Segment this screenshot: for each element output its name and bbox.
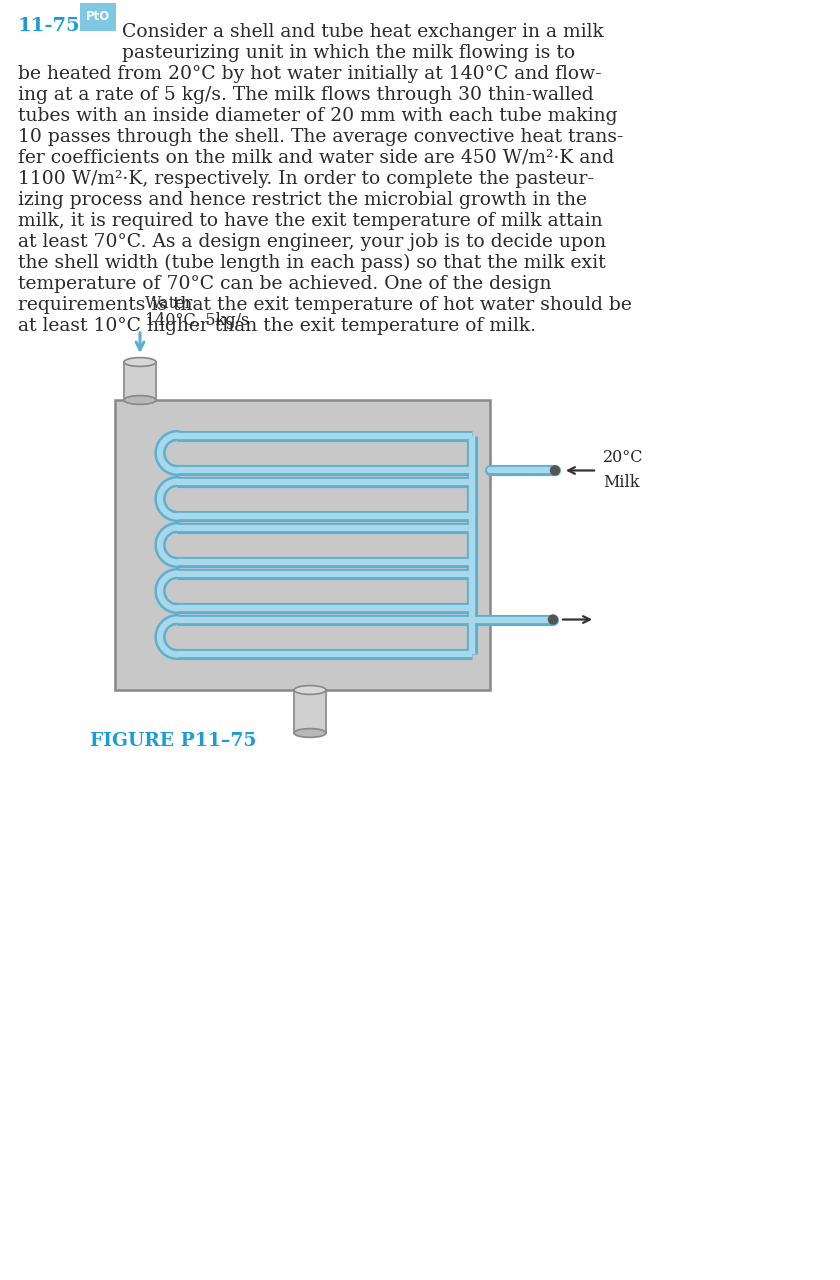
Text: tubes with an inside diameter of 20 mm with each tube making: tubes with an inside diameter of 20 mm w… xyxy=(18,108,617,125)
Ellipse shape xyxy=(294,728,326,737)
Bar xyxy=(294,690,326,733)
Text: pasteurizing unit in which the milk flowing is to: pasteurizing unit in which the milk flow… xyxy=(122,44,575,61)
Bar xyxy=(124,362,156,399)
Text: at least 10°C higher than the exit temperature of milk.: at least 10°C higher than the exit tempe… xyxy=(18,317,536,335)
Text: fer coefficients on the milk and water side are 450 W/m²·K and: fer coefficients on the milk and water s… xyxy=(18,148,614,166)
Text: 10 passes through the shell. The average convective heat trans-: 10 passes through the shell. The average… xyxy=(18,128,623,146)
Text: the shell width (tube length in each pass) so that the milk exit: the shell width (tube length in each pas… xyxy=(18,253,606,273)
Text: be heated from 20°C by hot water initially at 140°C and flow-: be heated from 20°C by hot water initial… xyxy=(18,65,601,83)
Ellipse shape xyxy=(294,686,326,694)
Ellipse shape xyxy=(124,396,156,404)
Text: 11-75: 11-75 xyxy=(18,17,81,35)
Text: Water: Water xyxy=(145,294,193,312)
Text: 20°C: 20°C xyxy=(603,449,643,466)
Text: ing at a rate of 5 kg/s. The milk flows through 30 thin-walled: ing at a rate of 5 kg/s. The milk flows … xyxy=(18,86,594,104)
Circle shape xyxy=(549,614,558,625)
Text: milk, it is required to have the exit temperature of milk attain: milk, it is required to have the exit te… xyxy=(18,212,602,230)
Text: izing process and hence restrict the microbial growth in the: izing process and hence restrict the mic… xyxy=(18,191,587,209)
Text: FIGURE P11–75: FIGURE P11–75 xyxy=(90,732,256,750)
Text: temperature of 70°C can be achieved. One of the design: temperature of 70°C can be achieved. One… xyxy=(18,275,552,293)
Bar xyxy=(80,3,116,31)
Bar xyxy=(115,399,490,690)
Circle shape xyxy=(550,466,559,475)
Ellipse shape xyxy=(124,357,156,366)
Text: PtO: PtO xyxy=(86,9,110,23)
Text: Milk: Milk xyxy=(603,475,639,492)
Text: 1100 W/m²·K, respectively. In order to complete the pasteur-: 1100 W/m²·K, respectively. In order to c… xyxy=(18,170,594,188)
Text: 140°C, 5kg/s: 140°C, 5kg/s xyxy=(145,312,249,329)
Text: at least 70°C. As a design engineer, your job is to decide upon: at least 70°C. As a design engineer, you… xyxy=(18,233,606,251)
Text: Consider a shell and tube heat exchanger in a milk: Consider a shell and tube heat exchanger… xyxy=(122,23,604,41)
Text: requirements is that the exit temperature of hot water should be: requirements is that the exit temperatur… xyxy=(18,296,632,314)
